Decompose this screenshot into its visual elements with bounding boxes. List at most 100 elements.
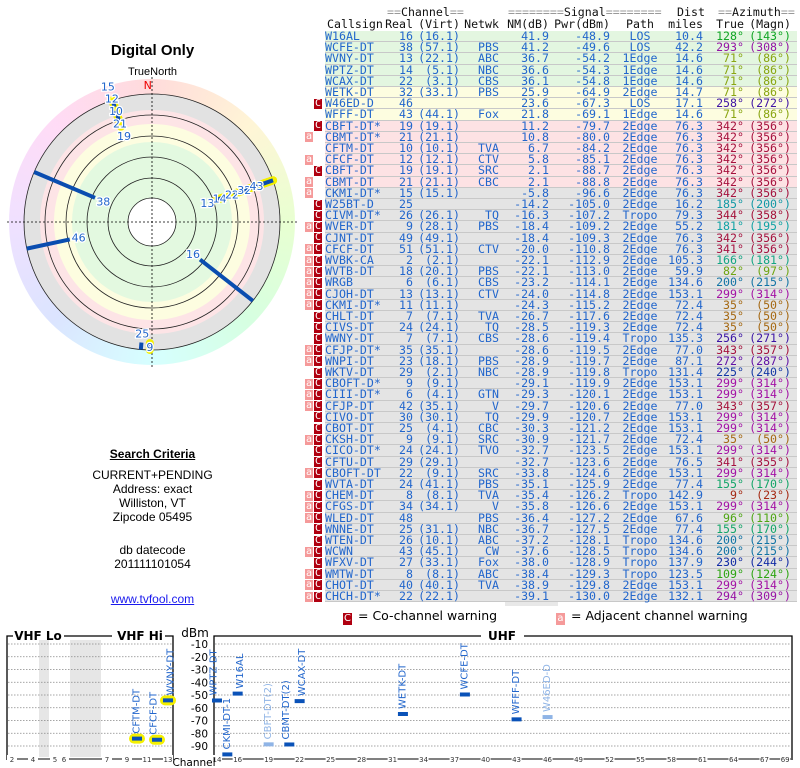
cell-pwr: -112.9 [568,253,610,267]
table-row[interactable]: WVER-DT 9 (28.1) PBS -18.4 -109.2 2Edge 55.2 181… [325,219,797,234]
y-tick-label: -80 [191,728,208,740]
table-row[interactable]: WLED-DT 48 PBS -36.4 -127.2 2Edge 67.6 96° (110°… [325,510,797,525]
cell-magn-az: (357°) [749,398,791,413]
table-row[interactable]: CFJP-DT* 35 (35.1) -28.6 -119.5 2Edge 77.0 343°… [325,344,797,356]
table-row[interactable]: W16AL 16 (16.1) 41.9 -48.9 LOS 10.4 128° (143°) [325,30,797,43]
table-row[interactable]: CFTU-DT 29 (29.1) -32.7 -123.6 2Edge 76.5 341° (… [325,454,797,469]
cell-pwr: -120.1 [568,387,610,402]
table-row[interactable]: CFGS-DT 34 (34.1) V -35.8 -126.6 2Edge 153.1 299… [325,500,797,513]
table-row[interactable]: CJOH-DT 13 (13.1) CTV -24.0 -114.8 2Edge 153.1 2… [325,286,797,301]
table-row[interactable]: CIVM-DT* 26 (26.1) TQ -16.3 -107.2 Tropo 79.3 34… [325,208,797,223]
cell-pwr: -80.0 [575,129,610,144]
cell-pwr: -119.3 [568,320,610,335]
cell-netwk: SRC [478,432,499,447]
table-row[interactable]: CKMI-DT* 15 (15.1) -5.8 -96.6 2Edge 76.3 342° (3… [325,185,797,200]
cell-callsign: CKMI-DT* [325,185,381,200]
table-row[interactable]: WCWN 43 (45.1) CW -37.6 -128.5 Tropo 134.6 200° (… [325,544,797,559]
table-row[interactable]: CKMI-DT* 11 (11.1) -24.3 -115.2 2Edge 72.4 35° (… [325,299,797,311]
table-row[interactable]: WNPI-DT 23 (18.1) PBS -28.9 -119.7 2Edge 87.1 27… [325,353,797,368]
cell-real: 18 [399,264,413,279]
band-label-vhf_lo: VHF Lo [14,629,62,643]
table-row[interactable]: CICO-DT* 24 (24.1) TVO -32.7 -123.5 2Edge 153.1… [325,444,797,457]
tick-bg [163,755,173,763]
cell-virt: (9.1) [425,465,460,480]
cell-virt: (28.1) [418,219,460,234]
cell-callsign: WTEN-DT [325,533,374,547]
tick-bg [387,755,398,763]
table-row[interactable]: CHLT-DT 7 (7.1) TVA -26.7 -117.6 2Edge 72.4 35° (… [325,309,797,323]
cell-callsign: W25BT-D [325,197,374,211]
table-row[interactable]: WVTB-DT 18 (20.1) PBS -22.1 -113.0 2Edge 59.9 82… [325,264,797,279]
table-row[interactable]: WKTV-DT 29 (2.1) NBC -28.9 -119.8 Tropo 131.4 22… [325,366,797,379]
table-row[interactable]: WCAX-DT 22 (3.1) CBS 36.1 -54.8 1Edge 14.6 71° (8… [325,75,797,87]
table-row[interactable]: W46ED-D 46 23.6 -67.3 LOS 17.1 258° (272°) [325,96,797,111]
cell-callsign: CBFT-DT* [325,118,381,133]
table-row[interactable]: CBFT-DT* 19 (19.1) 11.2 -79.7 2Edge 76.3 342° (3… [325,118,797,133]
adjacent-warning-badge: a [305,254,313,266]
cell-netwk: PBS [478,353,499,368]
cell-real: 46 [399,96,413,111]
co-channel-warning-badge: C [314,299,322,311]
cell-path: 2Edge [622,309,658,323]
table-row[interactable]: CKSH-DT 9 (9.1) SRC -30.9 -121.7 2Edge 72.4 35° (… [325,432,797,447]
cell-netwk: CBC [478,421,499,435]
cell-dist: 153.1 [668,286,703,301]
table-row[interactable]: CJNT-DT 49 (49.1) -18.4 -109.3 2Edge 76.3 342° (… [325,232,797,244]
table-row[interactable]: WWNY-DT 7 (7.1) CBS -28.6 -119.4 Tropo 135.3 256… [325,332,797,345]
table-row[interactable]: CIVO-DT 30 (30.1) TQ -29.9 -120.7 2Edge 153.1 29… [325,411,797,423]
adjacent-warning-badge: a [305,153,313,165]
table-row[interactable]: CBMT-DT 21 (21.1) CBC 2.1 -88.8 2Edge 76.3 342° (… [325,176,797,188]
cell-path: 2Edge [622,141,658,155]
table-row[interactable]: CBOFT-D* 9 (9.1) -29.1 -119.9 2Edge 153.1 299° (… [325,376,797,391]
cell-callsign: CIVM-DT* [325,208,381,223]
tick-bg [604,755,615,763]
table-row[interactable]: CIVS-DT 24 (24.1) TQ -28.5 -119.3 2Edge 72.4 35°… [325,320,797,335]
cell-callsign: CFTU-DT [325,454,374,469]
table-row[interactable]: CBFT-DT 19 (19.1) SRC 2.1 -88.7 2Edge 76.3 342° (… [325,164,797,177]
table-row[interactable]: CHEM-DT 8 (8.1) TVA -35.4 -126.2 Tropo 142.9 9° (… [325,489,797,502]
table-row[interactable]: CBMT-DT* 21 (21.1) 10.8 -80.0 2Edge 76.3 342° (3… [325,129,797,144]
y-tick-label: -60 [191,703,208,715]
station-signal-bar [152,737,162,742]
tvfool-link[interactable]: www.tvfool.com [110,592,195,606]
station-channel-label: 15 [101,80,115,93]
table-row[interactable]: WVTA-DT 24 (41.1) PBS -35.1 -125.9 2Edge 77.4 15… [325,478,797,491]
cell-netwk: PBS [478,510,499,525]
table-row[interactable]: WFFF-DT 43 (44.1) Fox 21.8 -69.1 1Edge 14.6 71° (… [325,108,797,121]
cell-virt: (4.1) [425,421,460,435]
table-row[interactable]: WETK-DT 32 (33.1) PBS 25.9 -64.9 2Edge 14.7 71° (… [325,86,797,99]
table-row[interactable]: CHOT-DT 40 (40.1) TVA -38.9 -129.8 2Edge 153.1 2… [325,579,797,591]
co-channel-warning-badge: C [314,97,322,109]
table-row[interactable]: WMTW-DT 8 (8.1) ABC -38.4 -129.3 Tropo 123.5 109… [325,568,797,580]
table-row[interactable]: WCFE-DT 38 (57.1) PBS 41.2 -49.6 LOS 42.2 293° (3… [325,40,797,55]
cell-virt: (57.1) [418,40,460,55]
table-row[interactable]: WNNE-DT 25 (31.1) NBC -36.7 -127.5 2Edge 77.4 15… [325,523,797,535]
table-row[interactable]: WFXV-DT 27 (33.1) Fox -38.0 -128.9 Tropo 137.9 2… [325,555,797,570]
table-row[interactable]: CBOT-DT 25 (4.1) CBC -30.3 -121.2 2Edge 153.1 29… [325,421,797,435]
cell-true-az: 299° [716,465,744,480]
table-row[interactable]: W25BT-D 25 -14.2 -105.0 2Edge 16.2 185° (200°) [325,197,797,211]
table-row[interactable]: WVBK-CA 2 (2.1) -22.1 -112.9 2Edge 105.3 166° (1… [325,253,797,267]
cell-path: 2Edge [622,465,658,480]
channel-tick-label: 69 [781,756,790,764]
table-row[interactable]: WPTZ-DT 14 (5.1) NBC 36.6 -54.3 1Edge 14.6 71° (8… [325,64,797,76]
cell-dist: 153.1 [668,376,703,391]
table-row[interactable]: CHCH-DT* 22 (22.1) -39.1 -130.0 2Edge 132.1 294… [325,590,797,603]
table-row[interactable]: CFCF-DT 51 (51.1) CTV -20.0 -110.8 2Edge 76.3 34… [325,243,797,255]
station-signal-bar [222,752,233,757]
cell-netwk: Fox [478,555,499,570]
cell-callsign: WVTB-DT [325,264,374,279]
table-row[interactable]: WTEN-DT 26 (10.1) ABC -37.2 -128.1 Tropo 134.6 2… [325,533,797,547]
table-row[interactable]: CFCF-DT 12 (12.1) CTV 5.8 -85.1 2Edge 76.3 342° (… [325,153,797,166]
cell-real: 43 [399,544,413,559]
cell-true-az: 299° [716,286,744,301]
adjacent-legend: a = Adjacent channel warning [556,609,748,625]
table-row[interactable]: CFTM-DT 10 (10.1) TVA 6.7 -84.2 2Edge 76.3 342° (… [325,141,797,155]
table-row[interactable]: CFJP-DT 42 (35.1) V -29.7 -120.6 2Edge 77.0 343°… [325,398,797,413]
table-row[interactable]: WVNY-DT 13 (22.1) ABC 36.7 -54.2 1Edge 14.6 71° (… [325,52,797,65]
table-row[interactable]: CBOFT-DT 22 (9.1) SRC -33.8 -124.6 2Edge 153.1 2… [325,465,797,480]
cell-dist: 72.4 [675,320,703,335]
adjacent-warning-badge: a [305,221,313,232]
table-row[interactable]: CIII-DT* 6 (4.1) GTN -29.3 -120.1 2Edge 153.1 29… [325,387,797,402]
table-row[interactable]: WRGB 6 (6.1) CBS -23.2 -114.1 2Edge 134.6 200° (2… [325,276,797,289]
